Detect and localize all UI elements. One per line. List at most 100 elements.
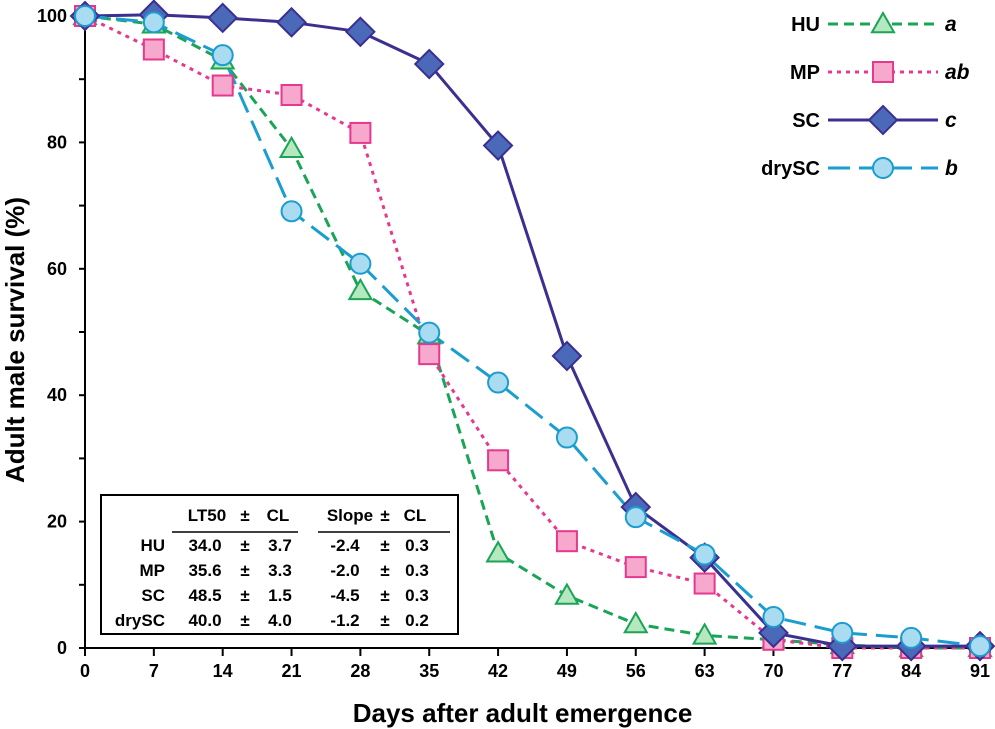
x-tick-label: 42 [488,661,508,681]
point-mp [487,449,510,472]
y-tick-label: 40 [47,385,67,405]
x-tick-label: 0 [80,661,90,681]
point-drysc [211,44,234,67]
stats-table-cell: 3.3 [268,561,292,580]
x-tick-label: 49 [557,661,577,681]
stats-table-cell: ± [380,536,389,555]
stats-table-header: ± [380,506,389,525]
x-tick-label: 91 [970,661,990,681]
stats-table-cell: -1.2 [330,611,359,630]
point-sc [758,617,789,649]
point-sc [344,16,376,48]
stats-table-cell: MP [140,561,166,580]
point-mp [211,74,234,97]
legend-label-sc: SC [792,110,820,132]
point-hu [485,540,511,563]
stats-table-header: Slope [327,506,373,525]
point-drysc [142,11,165,34]
point-drysc [349,252,372,275]
stats-table-cell: -2.4 [330,536,360,555]
x-tick-label: 28 [350,661,370,681]
point-hu [623,610,649,634]
point-mp [280,84,303,106]
y-tick-label: 0 [57,638,67,658]
legend-label-hu: HU [791,14,820,36]
point-sc [413,48,445,80]
legend-label-mp: MP [790,62,820,84]
stats-table-cell: HU [140,536,165,555]
stats-table-header: ± [240,506,249,525]
stats-table-box [100,494,459,635]
point-sc [276,6,307,38]
legend-marker-drysc [872,157,894,179]
point-mp [624,556,647,579]
stats-table-cell: ± [240,536,249,555]
point-drysc [969,635,991,658]
legend-marker-sc [867,104,899,136]
stats-table-cell: 0.3 [405,586,429,605]
point-sc [551,340,583,372]
point-mp [142,38,165,61]
point-sc [482,130,514,161]
point-drysc [624,506,647,529]
legend-marker-hu [870,10,896,34]
stats-table-cell: 0.2 [405,611,429,630]
legend-marker-mp [872,61,894,83]
stats-table-header: LT50 [188,506,226,525]
y-tick-label: 20 [47,512,67,532]
stats-table-cell: 0.3 [405,561,429,580]
x-tick-label: 7 [149,661,159,681]
legend-group-drysc: b [945,157,958,180]
point-drysc [555,426,578,449]
x-tick-label: 21 [282,661,302,681]
x-tick-label: 77 [832,661,852,681]
stats-table-cell: 0.3 [405,536,429,555]
stats-table-cell: ± [240,611,249,630]
stats-table-cell: 48.5 [188,586,221,605]
stats-table-header: CL [404,506,427,525]
series-line-mp [84,14,980,650]
stats-table-cell: ± [380,561,389,580]
stats-table-cell: ± [380,611,389,630]
point-hu [554,582,580,605]
x-tick-label: 14 [213,661,233,681]
point-drysc [900,626,923,649]
point-mp [349,121,372,144]
x-tick-label: 56 [626,661,646,681]
x-tick-label: 84 [901,661,921,681]
point-mp [693,572,716,595]
point-mp [418,343,441,366]
x-tick-label: 35 [419,661,439,681]
stats-table-cell: -2.0 [330,561,359,580]
point-drysc [280,200,303,223]
stats-table-cell: SC [141,586,165,605]
stats-table-cell: ± [240,586,249,605]
stats-table-cell: drySC [115,611,165,630]
y-tick-label: 100 [37,6,67,26]
stats-table-cell: ± [240,561,249,580]
point-drysc [487,371,510,394]
stats-table-cell: 3.7 [268,536,292,555]
point-drysc [693,543,716,566]
point-drysc [762,606,785,629]
point-hu [278,135,305,158]
stats-table-cell: 4.0 [268,611,292,630]
stats-table-cell: 40.0 [188,611,221,630]
stats-table-cell: 35.6 [188,561,221,580]
stats-table-cell: -4.5 [330,586,359,605]
point-drysc [418,321,441,344]
legend-group-sc: c [945,109,957,132]
stats-table-header: CL [267,506,290,525]
x-tick-label: 63 [695,661,715,681]
point-mp [555,530,578,553]
legend-label-drysc: drySC [761,158,820,180]
point-sc [207,2,239,34]
stats-table-cell: 1.5 [268,586,292,605]
x-axis-label: Days after adult emergence [353,698,693,728]
x-tick-label: 70 [763,661,783,681]
y-tick-label: 80 [47,132,67,152]
stats-table-cell: ± [380,586,389,605]
point-hu [691,622,718,645]
